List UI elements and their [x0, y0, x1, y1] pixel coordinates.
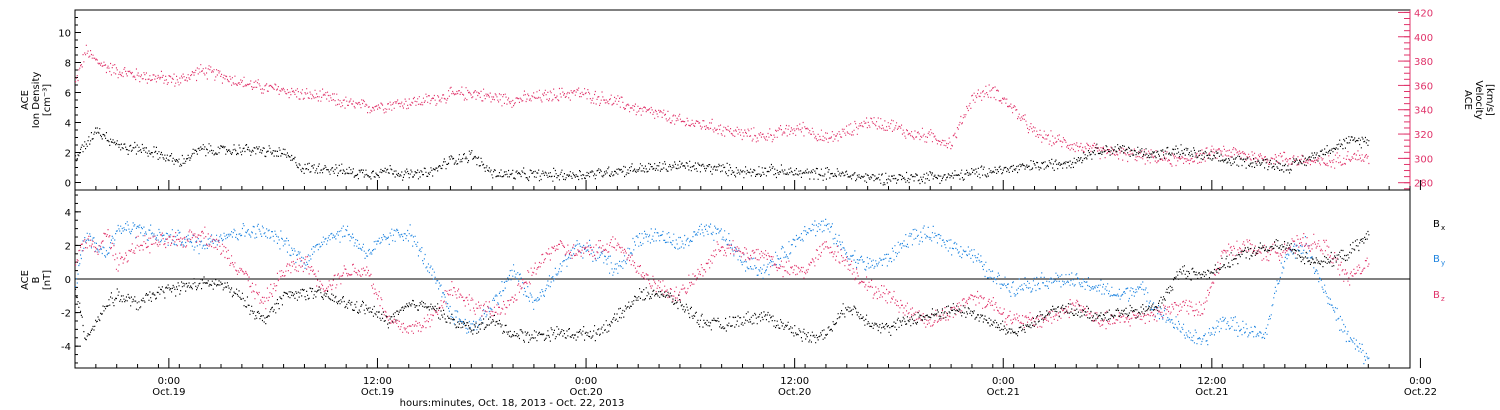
bottom-panel: -4 -2 0 2 4 ACE B [nT] B x B y B z: [20, 189, 1445, 369]
velocity-tick-label: 320: [1414, 130, 1433, 141]
top-panel-frame: [74, 9, 1411, 191]
density-tick-label: 10: [58, 29, 71, 40]
time-tick-label: 12:00: [1197, 376, 1226, 387]
b-tick-label: -2: [61, 309, 71, 320]
b-tick-label: -4: [61, 342, 71, 353]
legend-by: B y: [1433, 254, 1445, 267]
density-axis-ticks: 0 2 4 6 8 10: [58, 9, 81, 191]
legend-bx: B x: [1433, 219, 1445, 232]
date-tick-label: Oct.22: [1404, 387, 1437, 398]
x-axis-title: hours:minutes, Oct. 18, 2013 - Oct. 22, …: [400, 398, 625, 409]
density-tick-label: 2: [65, 149, 71, 160]
density-tick-label: 0: [65, 179, 71, 190]
velocity-axis-title-line-1: ACE: [1462, 90, 1473, 110]
density-axis-title-line-3: [cm⁻³]: [42, 84, 53, 116]
top-data-points: [75, 44, 1370, 186]
bz-series-points: [75, 226, 1370, 334]
b-tick-label: 4: [65, 208, 71, 219]
velocity-axis-title-line-3: [km/s]: [1484, 84, 1495, 116]
legend-by-subscript: y: [1441, 259, 1445, 267]
velocity-tick-label: 300: [1414, 154, 1433, 165]
legend-bx-subscript: x: [1441, 224, 1445, 232]
date-tick-label: Oct.19: [361, 387, 394, 398]
time-tick-label: 0:00: [992, 376, 1014, 387]
b-axis-title-line-2: B: [31, 276, 42, 283]
legend-bz: B z: [1433, 290, 1445, 303]
b-tick-label: 0: [65, 275, 71, 286]
date-tick-label: Oct.20: [569, 387, 602, 398]
time-axis: 0:00Oct.1912:00Oct.190:00Oct.2012:00Oct.…: [74, 180, 1437, 398]
date-tick-label: Oct.19: [152, 387, 185, 398]
velocity-axis-ticks: 280 300 320 340 360 380 400 420: [1398, 8, 1433, 190]
legend-bx-label: B: [1433, 219, 1440, 230]
density-axis-title-line-2: Ion Density: [31, 72, 42, 129]
density-tick-label: 8: [65, 59, 71, 70]
velocity-tick-label: 340: [1414, 106, 1433, 117]
legend-bz-label: B: [1433, 290, 1440, 301]
bx-series-points: [75, 230, 1370, 344]
b-axis-title-line-1: ACE: [20, 270, 31, 290]
density-axis-title-line-1: ACE: [20, 90, 31, 110]
bottom-data-points: [75, 218, 1370, 365]
velocity-axis-title-line-2: Velocity: [1473, 80, 1484, 119]
velocity-series-points: [75, 44, 1370, 169]
velocity-tick-label: 360: [1414, 81, 1433, 92]
time-tick-label: 0:00: [158, 376, 180, 387]
legend-by-label: B: [1433, 254, 1440, 265]
date-tick-label: Oct.21: [987, 387, 1020, 398]
b-axis-ticks: -4 -2 0 2 4: [61, 194, 81, 364]
time-tick-label: 12:00: [363, 376, 392, 387]
top-panel: 0 2 4 6 8 10 280 300 320 340 360 380 400 420 ACE Ion…: [20, 8, 1495, 191]
date-tick-label: Oct.21: [1195, 387, 1228, 398]
velocity-tick-label: 420: [1414, 8, 1433, 19]
time-tick-label: 12:00: [780, 376, 809, 387]
density-tick-label: 6: [65, 89, 71, 100]
time-tick-label: 0:00: [575, 376, 597, 387]
velocity-tick-label: 280: [1414, 179, 1433, 190]
time-tick-label: 0:00: [1409, 376, 1431, 387]
legend-bz-subscript: z: [1441, 295, 1445, 303]
by-series-points: [75, 218, 1370, 365]
density-series-points: [75, 127, 1370, 186]
density-tick-label: 4: [65, 119, 71, 130]
velocity-tick-label: 380: [1414, 57, 1433, 68]
date-tick-label: Oct.20: [778, 387, 811, 398]
b-tick-label: 2: [65, 241, 71, 252]
b-axis-title-line-3: [nT]: [42, 270, 53, 290]
velocity-tick-label: 400: [1414, 33, 1433, 44]
